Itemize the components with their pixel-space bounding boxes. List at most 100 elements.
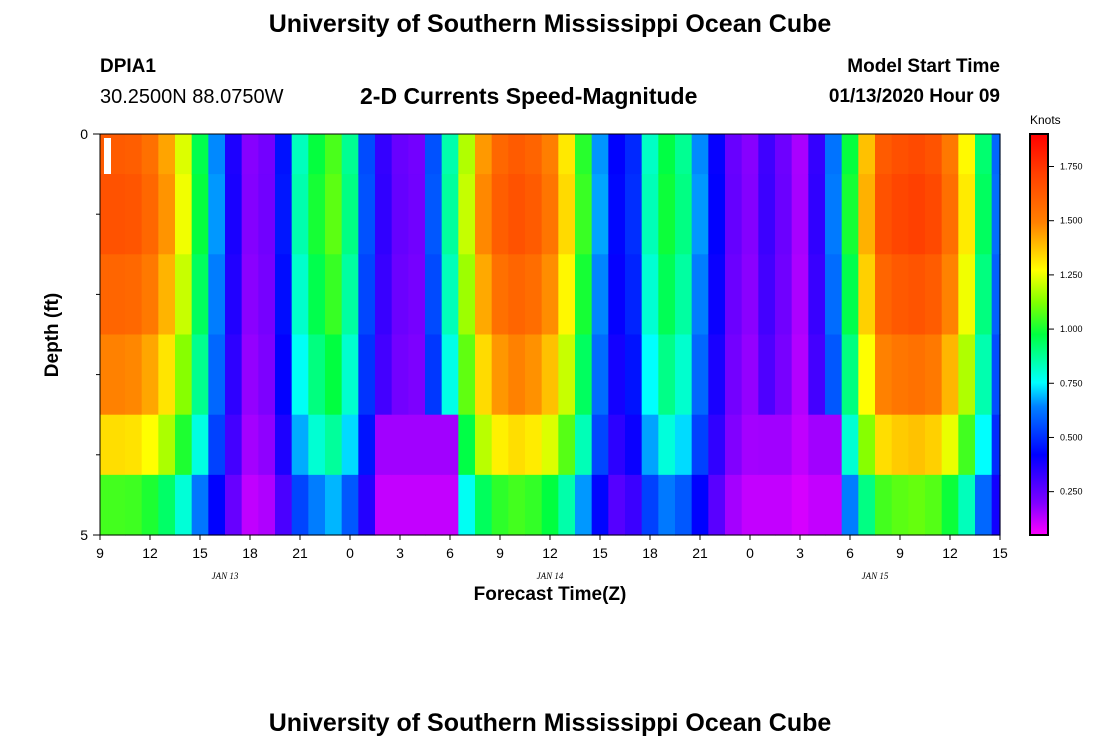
heatmap-cell — [891, 134, 909, 175]
heatmap-cell — [991, 134, 1001, 175]
heatmap-cell — [658, 414, 676, 476]
heatmap-cell — [925, 134, 943, 175]
heatmap-cell — [408, 254, 426, 336]
heatmap-cell — [791, 174, 809, 255]
heatmap-cell — [341, 334, 359, 416]
heatmap-cell — [291, 414, 309, 476]
heatmap-cell — [908, 414, 926, 476]
x-tick-label: 21 — [692, 545, 708, 561]
heatmap-cell — [141, 254, 159, 336]
heatmap-cell — [391, 134, 409, 175]
heatmap-cell — [108, 254, 126, 336]
x-tick-label: 6 — [446, 545, 454, 561]
x-axis-label: Forecast Time(Z) — [473, 584, 627, 605]
heatmap-cell — [491, 174, 509, 255]
heatmap-cell — [191, 474, 209, 536]
heatmap-cell — [525, 134, 543, 175]
heatmap-cell — [541, 474, 559, 536]
heatmap-cell — [425, 414, 443, 476]
heatmap-cell — [958, 474, 976, 536]
heatmap-cell — [441, 414, 459, 476]
heatmap-cell — [375, 334, 393, 416]
heatmap-cell — [375, 474, 393, 536]
heatmap-cell — [208, 334, 226, 416]
heatmap-cell — [275, 174, 293, 255]
heatmap-cell — [341, 134, 359, 175]
heatmap-cell — [841, 254, 859, 336]
heatmap-cell — [425, 334, 443, 416]
heatmap-cell — [991, 174, 1001, 255]
heatmap-cell — [141, 474, 159, 536]
heatmap-cell — [691, 474, 709, 536]
heatmap-cell — [708, 254, 726, 336]
heatmap-cell — [175, 174, 193, 255]
heatmap-cell — [675, 174, 693, 255]
heatmap-cell — [858, 174, 876, 255]
x-tick-label: 0 — [346, 545, 354, 561]
heatmap-cell — [925, 174, 943, 255]
heatmap-cell — [741, 334, 759, 416]
heatmap-cell — [391, 334, 409, 416]
heatmap-cell — [208, 414, 226, 476]
heatmap-cell — [958, 174, 976, 255]
heatmap-cell — [108, 474, 126, 536]
heatmap-cell — [825, 134, 843, 175]
heatmap-cell — [758, 414, 776, 476]
heatmap-cell — [625, 174, 643, 255]
heatmap-cell — [941, 414, 959, 476]
station-id: DPIA1 — [100, 56, 156, 77]
heatmap-cell — [675, 134, 693, 175]
heatmap-cell — [158, 414, 176, 476]
heatmap-cell — [825, 334, 843, 416]
heatmap-cell — [458, 334, 476, 416]
heatmap-cell — [441, 254, 459, 336]
heatmap-cell — [341, 174, 359, 255]
heatmap-cell — [641, 414, 659, 476]
heatmap-cell — [325, 134, 343, 175]
heatmap-cell — [458, 174, 476, 255]
heatmap-cell — [758, 334, 776, 416]
heatmap-cell — [408, 134, 426, 175]
heatmap-cell — [508, 134, 526, 175]
heatmap-cell — [141, 134, 159, 175]
heatmap-cell — [308, 134, 326, 175]
heatmap-cell — [158, 474, 176, 536]
x-tick-label: 3 — [396, 545, 404, 561]
heatmap-cell — [241, 254, 259, 336]
heatmap-cell — [175, 254, 193, 336]
heatmap-cell — [475, 134, 493, 175]
heatmap-cell — [125, 334, 143, 416]
heatmap-cell — [141, 414, 159, 476]
heatmap-cell — [225, 474, 243, 536]
heatmap-cell — [125, 174, 143, 255]
heatmap-cell — [308, 334, 326, 416]
heatmap-cell — [241, 334, 259, 416]
heatmap-cell — [491, 254, 509, 336]
heatmap-cell — [875, 474, 893, 536]
heatmap-cell — [225, 334, 243, 416]
heatmap-cell — [791, 474, 809, 536]
heatmap-cell — [925, 474, 943, 536]
start-marker — [104, 138, 111, 174]
heatmap-cell — [541, 254, 559, 336]
heatmap-cell — [758, 134, 776, 175]
heatmap-cell — [858, 414, 876, 476]
heatmap-cell — [875, 134, 893, 175]
heatmap-cell — [608, 474, 626, 536]
heatmap-cell — [858, 334, 876, 416]
heatmap-cell — [175, 334, 193, 416]
heatmap-cell — [625, 334, 643, 416]
heatmap-cell — [325, 334, 343, 416]
date-label: JAN 13 — [212, 571, 239, 581]
heatmap-cell — [858, 474, 876, 536]
heatmap-cell — [258, 414, 276, 476]
heatmap-cell — [258, 134, 276, 175]
heatmap-cell — [375, 414, 393, 476]
heatmap-cell — [591, 174, 609, 255]
x-tick-label: 15 — [192, 545, 208, 561]
heatmap-cell — [508, 174, 526, 255]
heatmap-cell — [525, 254, 543, 336]
heatmap-cell — [908, 174, 926, 255]
heatmap-cell — [208, 134, 226, 175]
